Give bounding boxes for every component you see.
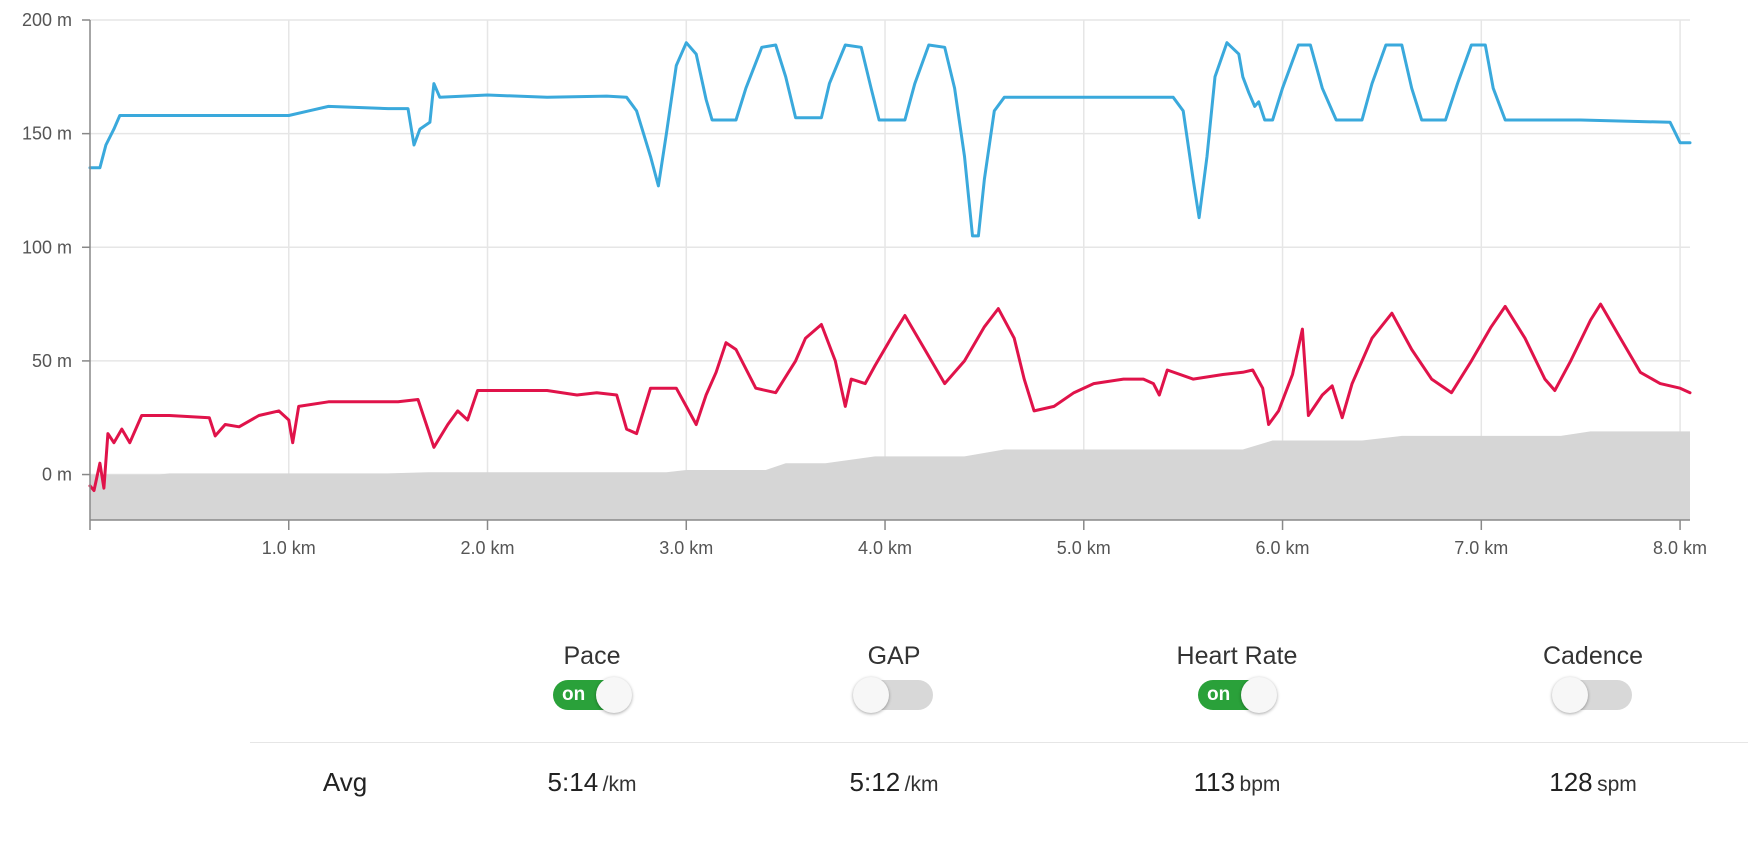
x-tick-label: 7.0 km (1454, 538, 1508, 558)
cadence-label: Cadence (1542, 642, 1644, 670)
pace-toggle-text: on (562, 684, 586, 705)
x-tick-label: 1.0 km (262, 538, 316, 558)
gap-control: GAP (784, 640, 1004, 713)
y-tick-labels: 200 m 150 m 100 m 50 m 0 m (22, 10, 72, 485)
x-tick-label: 3.0 km (659, 538, 713, 558)
elevation-area-path (90, 431, 1690, 520)
gap-toggle-knob (853, 677, 889, 713)
y-tick-label: 150 m (22, 124, 72, 144)
x-tick-label: 6.0 km (1256, 538, 1310, 558)
cadence-toggle[interactable] (1552, 677, 1632, 713)
heart-rate-avg-value: 113 (1193, 767, 1236, 797)
heart-rate-toggle[interactable]: on (1198, 677, 1277, 713)
heart-rate-toggle-text: on (1207, 684, 1231, 705)
cadence-toggle-knob (1552, 677, 1588, 713)
heart-rate-avg: 113 bpm (1107, 762, 1367, 807)
cadence-avg: 128 spm (1463, 762, 1723, 807)
x-tick-label: 4.0 km (858, 538, 912, 558)
series-lines (88, 41, 1692, 492)
pace-avg-value: 5:14 (547, 767, 599, 797)
x-tick-label: 2.0 km (460, 538, 514, 558)
pace-toggle-knob (596, 677, 632, 713)
metric-toggles: Pace on GAP Heart Rate on Cadence (0, 640, 1748, 760)
x-tick-label: 5.0 km (1057, 538, 1111, 558)
gap-toggle[interactable] (853, 677, 933, 713)
gap-avg-value: 5:12 (849, 767, 901, 797)
y-tick-label: 50 m (32, 351, 72, 371)
x-tick-label: 8.0 km (1653, 538, 1707, 558)
heart-rate-avg-unit: bpm (1239, 773, 1281, 796)
y-tick-label: 100 m (22, 237, 72, 257)
axes (82, 19, 1690, 530)
y-tick-label: 0 m (42, 465, 72, 485)
pace-avg: 5:14 /km (462, 762, 722, 807)
pace-avg-unit: /km (602, 773, 637, 796)
gap-label: GAP (867, 642, 921, 670)
cadence-avg-value: 128 (1549, 767, 1593, 797)
pace-control: Pace on (482, 640, 702, 713)
pace-toggle[interactable]: on (553, 677, 632, 713)
stats-divider (250, 742, 1748, 743)
elevation-area (90, 431, 1690, 520)
heart-rate-label: Heart Rate (1176, 642, 1298, 670)
avg-label: Avg (322, 767, 368, 797)
gap-avg: 5:12 /km (764, 762, 1024, 807)
cadence-avg-unit: spm (1597, 773, 1637, 796)
cadence-control: Cadence (1483, 640, 1703, 713)
pace-label: Pace (563, 642, 621, 670)
y-tick-label: 200 m (22, 10, 72, 30)
heart-rate-toggle-knob (1241, 677, 1277, 713)
pace-line (88, 41, 1692, 238)
x-tick-labels: 1.0 km 2.0 km 3.0 km 4.0 km 5.0 km 6.0 km 7.0 … (262, 538, 1707, 558)
gap-avg-unit: /km (904, 773, 939, 796)
heart-rate-line (88, 302, 1692, 492)
activity-chart[interactable]: 200 m 150 m 100 m 50 m 0 m 1.0 km 2.0 km 3.0 k… (0, 0, 1748, 560)
averages-row: Avg 5:14 /km 5:12 /km 113 bpm 128 spm (0, 762, 1748, 812)
heart-rate-control: Heart Rate on (1127, 640, 1347, 713)
